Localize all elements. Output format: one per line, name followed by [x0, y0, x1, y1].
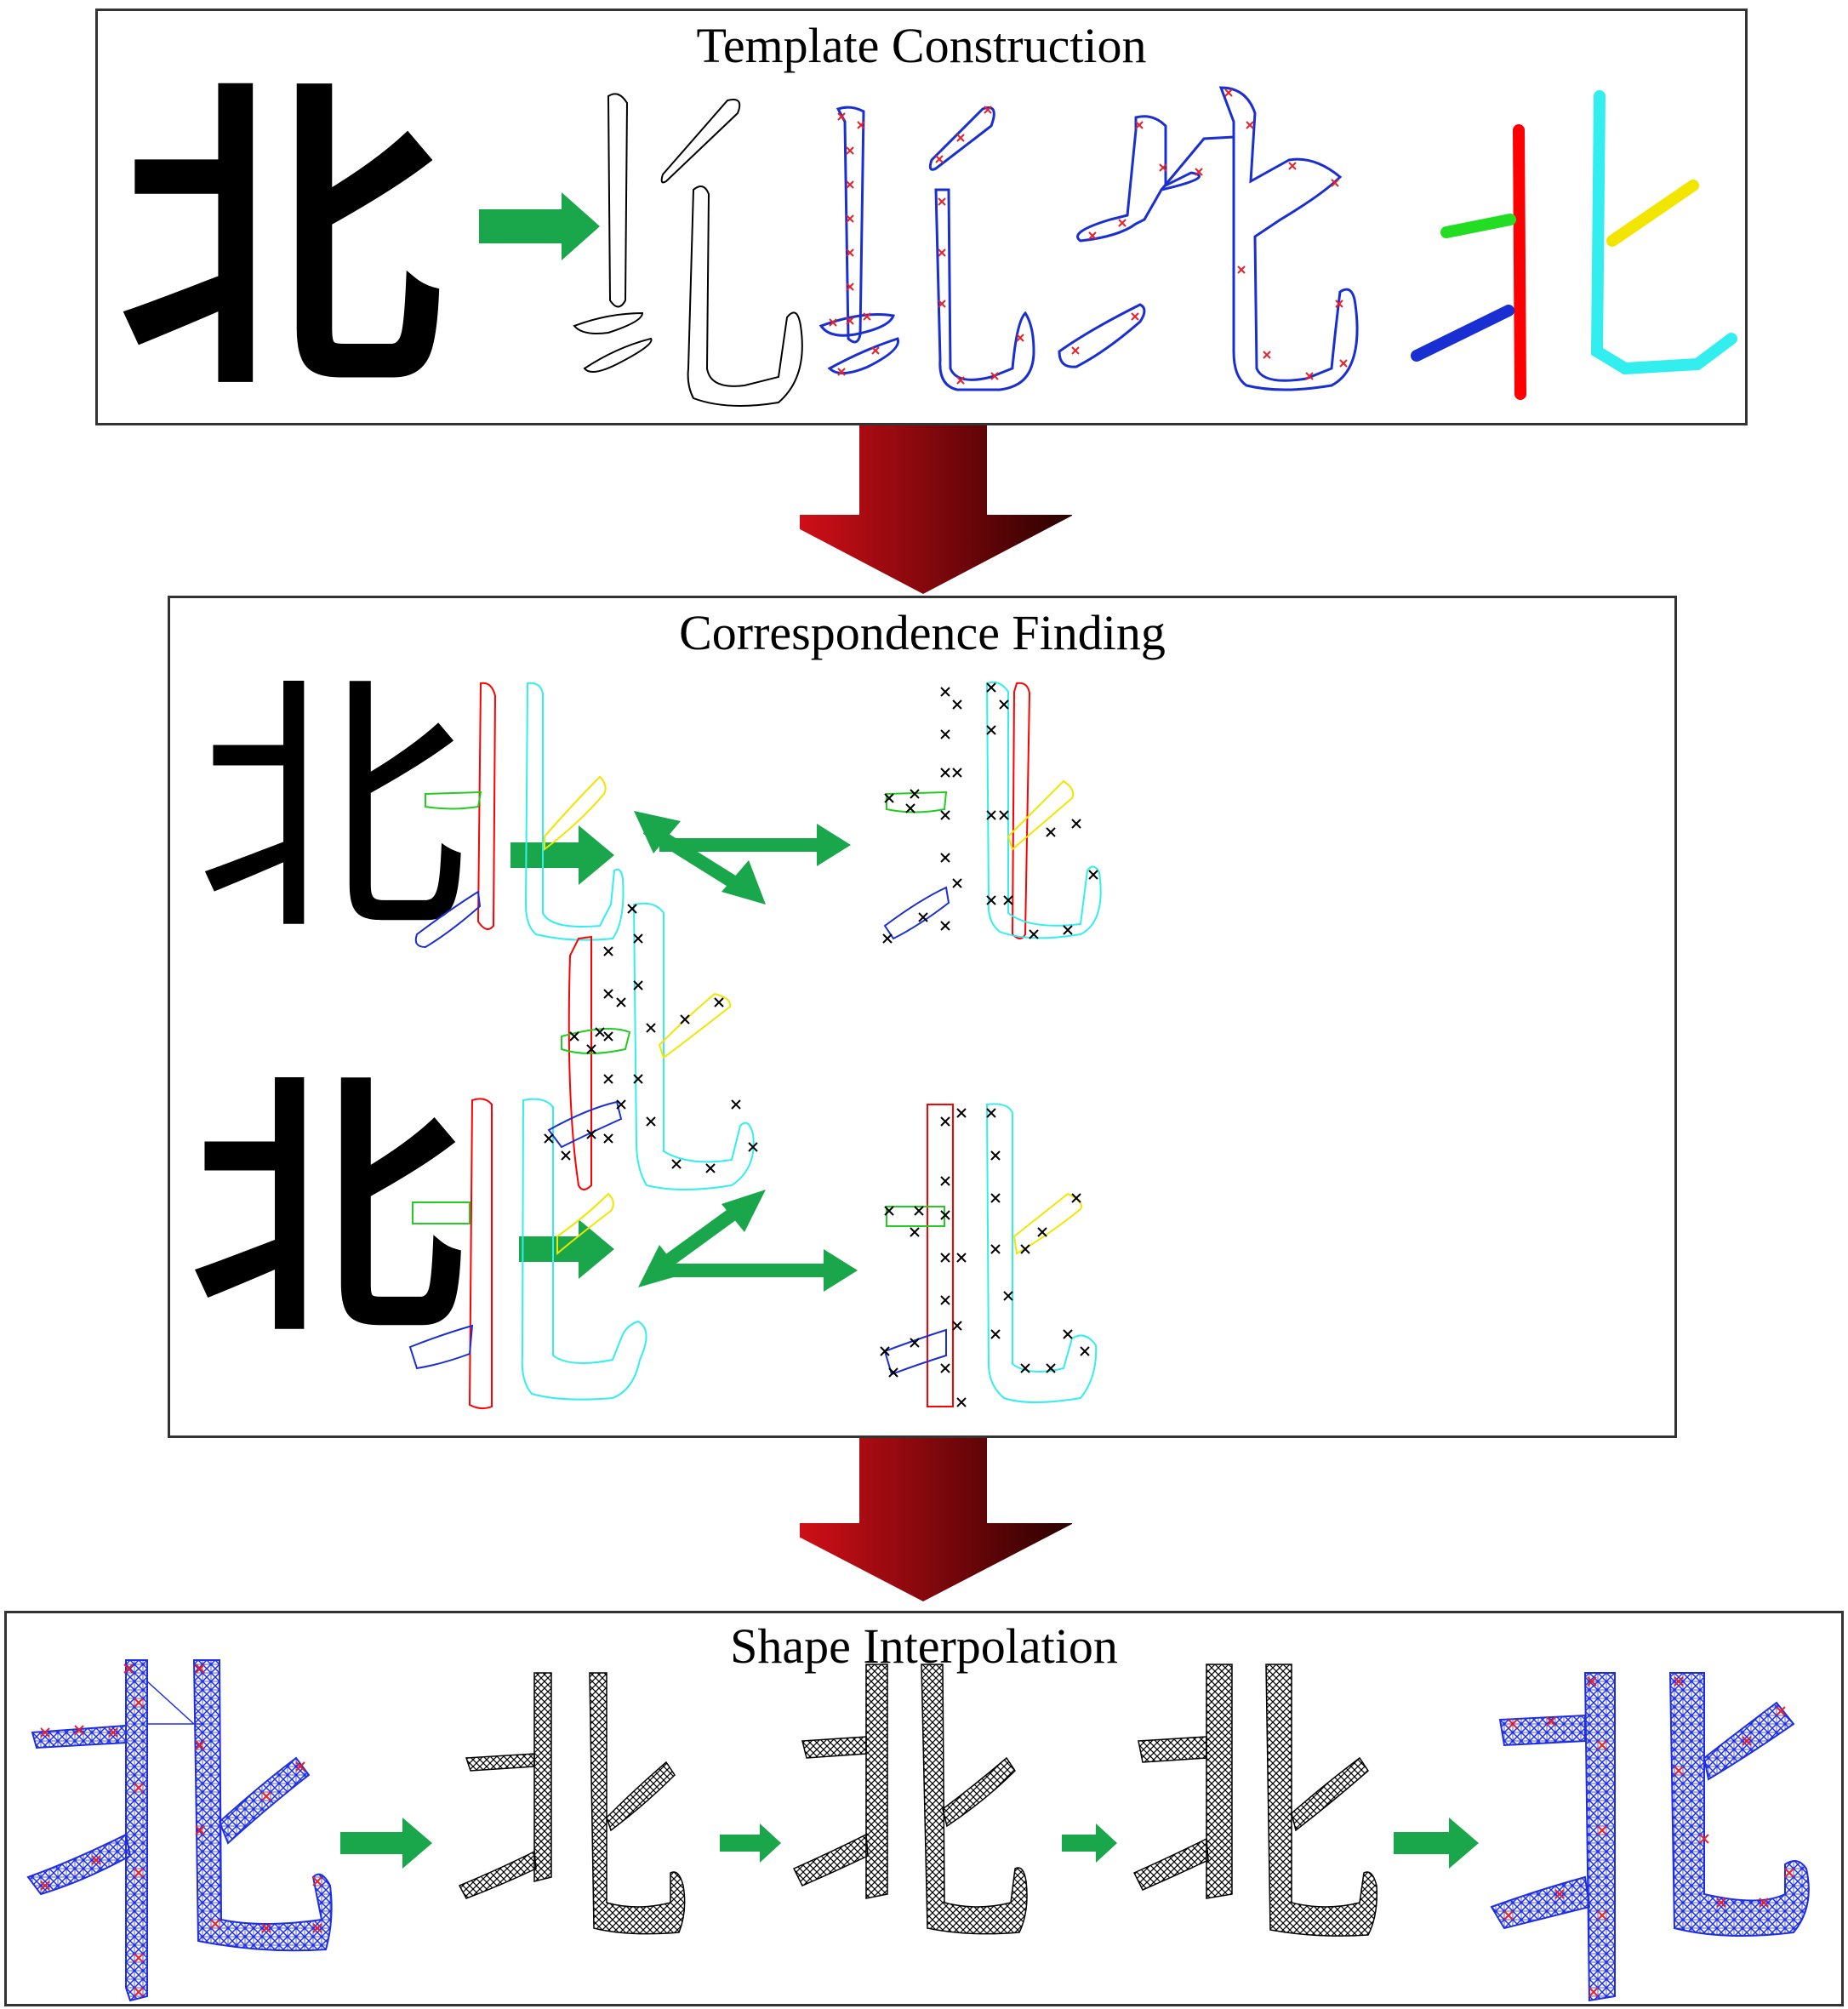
green-arrow-icon	[510, 825, 614, 885]
interpolation-art	[26, 1659, 1810, 2002]
skeleton-stroke-cyan	[1590, 90, 1737, 375]
panel-title-interpolation: Shape Interpolation	[730, 1618, 1118, 1674]
skeleton-strokes-group	[1411, 90, 1737, 400]
correspondence-art	[408, 681, 1102, 1410]
correspondence-finding-panel: Correspondence Finding 北 北	[168, 596, 1677, 1438]
shape-interpolation-panel: Shape Interpolation	[4, 1611, 1844, 2006]
arrowheads	[634, 811, 858, 1292]
dark-red-arrow-icon	[800, 1438, 1072, 1601]
mesh-character-intermediate-3	[1132, 1664, 1378, 1937]
interpolation-arrows	[340, 1818, 1479, 1869]
mesh-character-intermediate-2	[792, 1664, 1028, 1935]
right-template-top	[883, 681, 1102, 940]
green-arrow-icon	[720, 1824, 781, 1863]
middle-template	[547, 902, 755, 1190]
green-arrow-icon	[340, 1818, 432, 1869]
stroke-outlines-bottom	[408, 1098, 647, 1410]
skeleton-stroke-blue	[1411, 305, 1514, 362]
panel-title-template: Template Construction	[696, 18, 1147, 73]
right-template-bottom	[883, 1103, 1098, 1407]
red-marker-group	[829, 88, 1348, 385]
mesh-character-target	[1490, 1672, 1810, 2002]
correspondence-markers	[544, 682, 1098, 1407]
sampled-contour-group	[818, 86, 1359, 391]
panel-title-correspondence: Correspondence Finding	[679, 605, 1166, 660]
input-character-bold: 北	[191, 1051, 464, 1370]
mesh-character-intermediate-1	[458, 1672, 686, 1935]
template-construction-panel: Template Construction 北	[95, 9, 1748, 425]
dark-red-arrow-icon	[800, 425, 1072, 594]
green-arrow-icon	[519, 1219, 614, 1279]
input-character-regular: 北	[196, 653, 468, 969]
green-arrow-icon	[1394, 1818, 1479, 1869]
stroke-outline-group	[573, 93, 803, 407]
green-arrow-icon	[1062, 1824, 1117, 1863]
stroke-outlines-top	[414, 682, 625, 949]
source-character-glyph: 北	[119, 50, 442, 431]
skeleton-stroke-green	[1440, 214, 1516, 238]
skeleton-stroke-yellow	[1606, 180, 1699, 247]
template-construction-art	[479, 86, 1737, 407]
skeleton-stroke-red	[1513, 124, 1526, 400]
mesh-red-markers	[40, 1664, 1794, 1997]
green-arrow-icon	[479, 192, 600, 260]
